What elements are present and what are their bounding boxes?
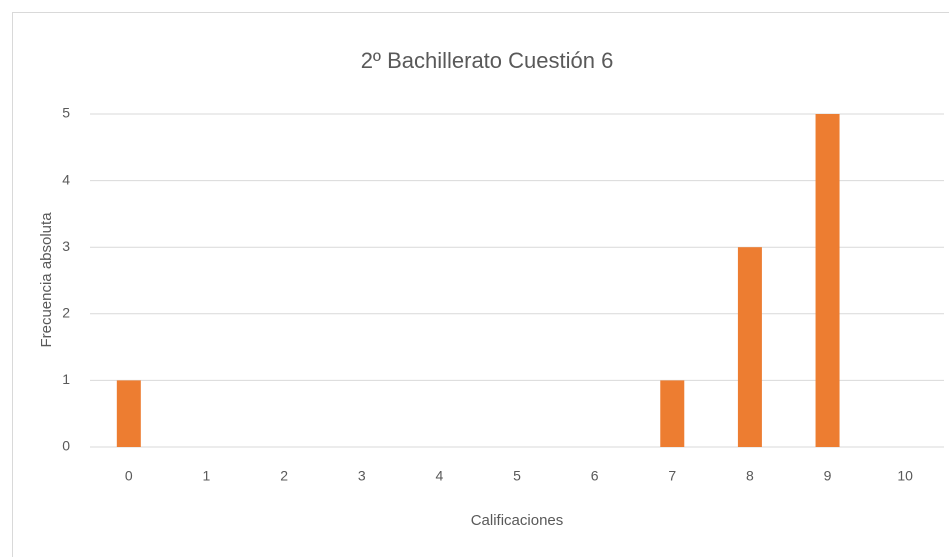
- x-tick-label: 8: [746, 468, 754, 484]
- x-tick-label: 2: [280, 468, 288, 484]
- y-axis-label: Frecuencia absoluta: [38, 212, 55, 348]
- x-tick-label: 1: [203, 468, 211, 484]
- x-tick-label: 0: [125, 468, 133, 484]
- x-tick-label: 6: [591, 468, 599, 484]
- bar: [116, 380, 141, 447]
- chart-title: 2º Bachillerato Cuestión 6: [361, 48, 614, 73]
- y-tick-label: 4: [62, 171, 70, 187]
- y-tick-label: 1: [62, 371, 70, 387]
- bar: [660, 380, 685, 447]
- x-tick-label: 7: [668, 468, 676, 484]
- x-tick-label: 5: [513, 468, 521, 484]
- y-tick-label: 0: [62, 438, 70, 454]
- y-tick-label: 3: [62, 238, 70, 254]
- x-tick-label: 3: [358, 468, 366, 484]
- y-tick-label: 2: [62, 305, 70, 321]
- x-tick-label: 4: [435, 468, 443, 484]
- x-tick-label: 9: [824, 468, 832, 484]
- bar: [815, 114, 840, 447]
- x-tick-label: 10: [897, 468, 913, 484]
- x-axis-label: Calificaciones: [471, 512, 564, 529]
- y-tick-label: 5: [62, 105, 70, 121]
- bar: [737, 247, 762, 447]
- chart-border: [12, 12, 949, 557]
